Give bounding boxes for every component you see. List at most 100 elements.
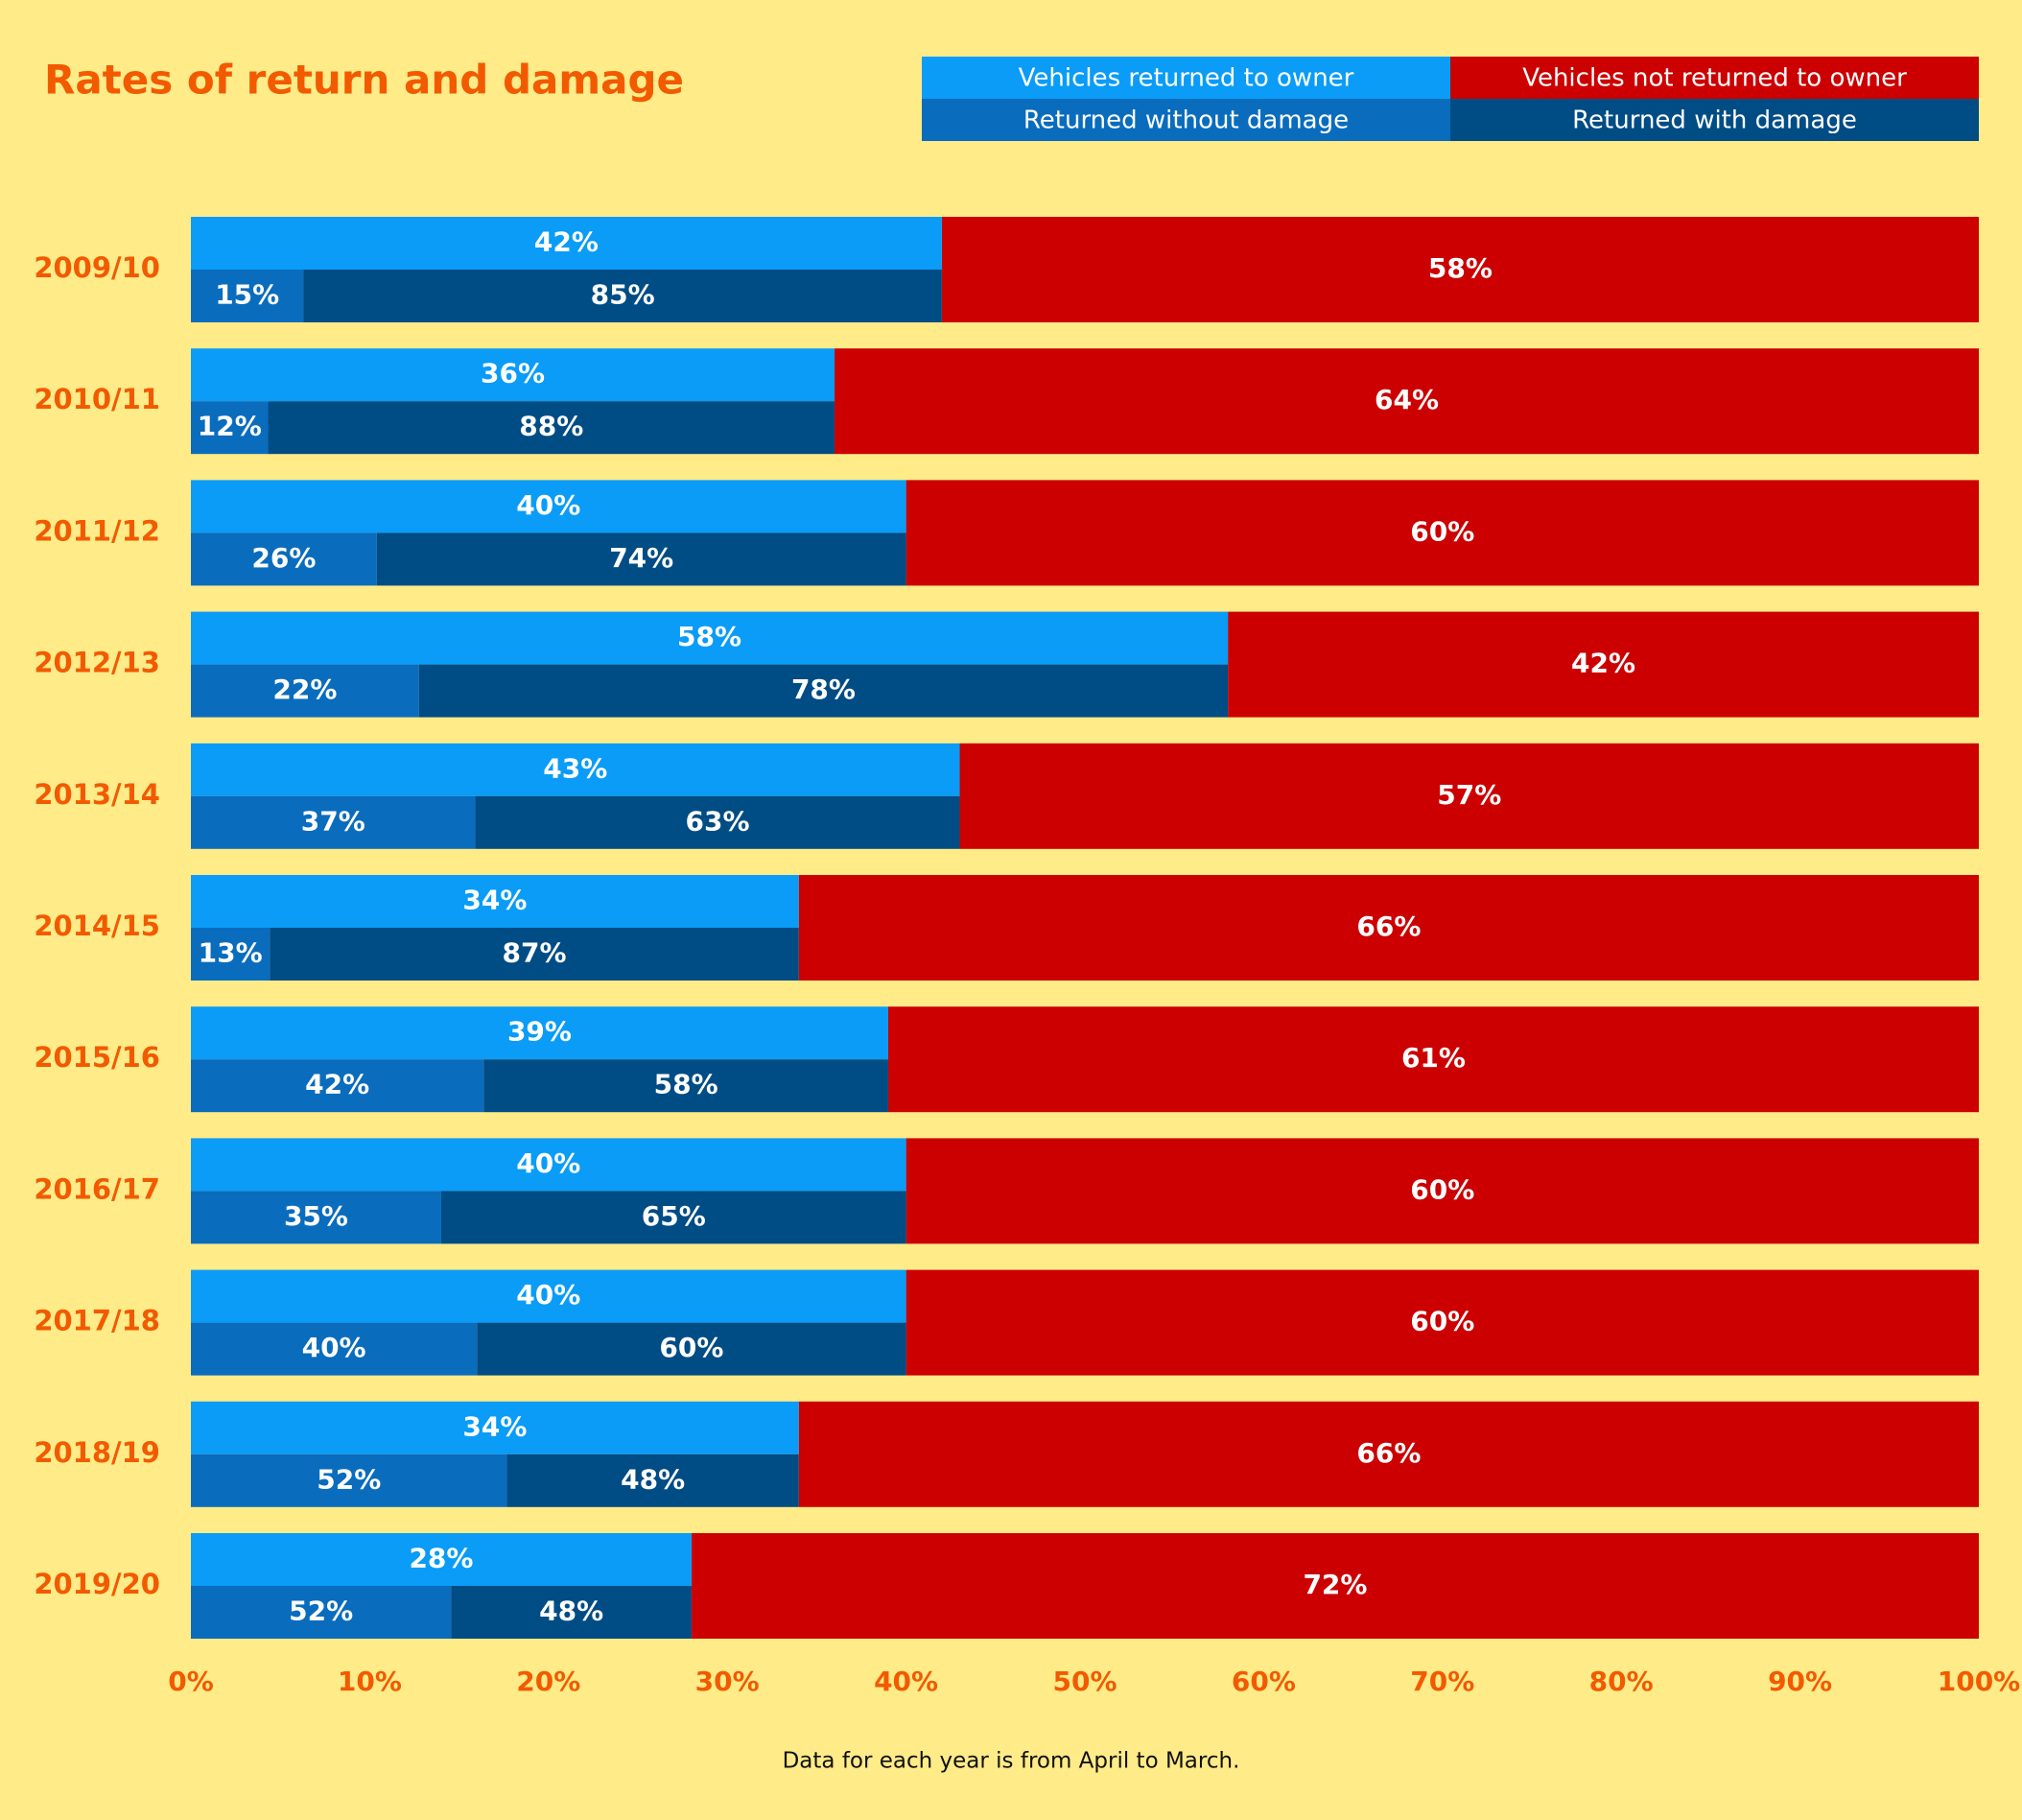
y-tick-label: 2015/16 [34, 1041, 160, 1074]
bar-segment [191, 928, 270, 981]
y-tick-label: 2013/14 [34, 778, 160, 811]
legend-label: Returned without damage [1023, 106, 1349, 135]
bar-segment [798, 875, 1979, 981]
bar-segment [270, 928, 799, 981]
bar-segment [191, 1322, 478, 1376]
bar-segment [835, 348, 1979, 455]
value-label: 40% [516, 1279, 580, 1311]
bar-segment [191, 1454, 507, 1507]
bar-segment [191, 401, 269, 455]
y-tick-label: 2016/17 [34, 1172, 160, 1205]
y-tick-label: 2012/13 [34, 647, 160, 679]
chart-title: Rates of return and damage [44, 57, 684, 104]
x-tick-label: 50% [1052, 1666, 1117, 1697]
value-label: 43% [543, 752, 607, 784]
legend-label: Returned with damage [1572, 106, 1857, 135]
bar-segment [191, 743, 960, 796]
value-label: 78% [791, 674, 856, 705]
y-tick-label: 2014/15 [34, 910, 160, 942]
bar-segment [191, 217, 942, 270]
value-label: 60% [1410, 1306, 1474, 1337]
value-label: 66% [1356, 910, 1421, 942]
y-tick-label: 2018/19 [34, 1436, 160, 1469]
value-label: 88% [519, 411, 583, 442]
bar-segment [477, 1322, 906, 1376]
bar-segment [191, 480, 906, 533]
bar-segment [191, 1586, 452, 1639]
value-label: 58% [677, 621, 741, 652]
value-label: 60% [659, 1332, 723, 1363]
bar-segment [691, 1533, 1980, 1639]
value-label: 74% [609, 542, 673, 574]
value-label: 58% [654, 1069, 718, 1100]
value-label: 58% [1428, 252, 1493, 284]
y-tick-label: 2019/20 [34, 1568, 160, 1600]
value-label: 57% [1437, 779, 1501, 811]
bar-segment [887, 1006, 1980, 1113]
value-label: 48% [621, 1463, 685, 1495]
legend-label: Vehicles not returned to owner [1522, 64, 1907, 93]
legend-swatch [1450, 99, 1979, 141]
value-label: 61% [1401, 1042, 1466, 1074]
x-tick-label: 100% [1938, 1666, 2021, 1697]
bar-segment [191, 611, 1229, 665]
bar-segment [905, 480, 1979, 586]
value-label: 52% [289, 1595, 353, 1627]
x-tick-label: 90% [1768, 1666, 1832, 1697]
value-label: 26% [251, 542, 316, 574]
bar-segment [191, 1006, 888, 1060]
value-label: 60% [1410, 515, 1474, 547]
x-tick-label: 40% [874, 1666, 938, 1697]
bar-segment [483, 1059, 888, 1113]
legend-swatch [922, 57, 1450, 99]
x-tick-label: 30% [695, 1666, 760, 1697]
bar-segment [191, 1138, 906, 1192]
bar-segment [191, 1059, 484, 1113]
bar-segment [941, 217, 1979, 322]
bar-segment [191, 1401, 799, 1454]
value-label: 42% [305, 1069, 369, 1100]
bar-segment [191, 532, 377, 586]
value-label: 22% [272, 674, 337, 705]
bar-segment [959, 743, 1979, 849]
note: Data for each year is from April to Marc… [783, 1749, 1240, 1774]
value-label: 48% [539, 1595, 603, 1627]
x-tick-label: 70% [1410, 1666, 1474, 1697]
value-label: 34% [462, 1410, 527, 1442]
bar-segment [191, 348, 835, 402]
value-label: 12% [198, 411, 262, 442]
bar-segment [191, 1533, 692, 1586]
value-label: 72% [1303, 1569, 1367, 1600]
legend-label: Vehicles returned to owner [1019, 64, 1354, 93]
value-label: 52% [317, 1463, 381, 1495]
bar-segment [798, 1401, 1979, 1507]
y-tick-label: 2009/10 [34, 251, 160, 284]
value-label: 42% [1571, 648, 1635, 679]
value-label: 65% [642, 1200, 706, 1232]
value-label: 13% [199, 937, 263, 969]
x-tick-label: 80% [1589, 1666, 1654, 1697]
value-label: 40% [302, 1332, 366, 1363]
bar-segment [191, 875, 799, 928]
value-label: 37% [301, 805, 365, 837]
bar-segment [191, 1191, 441, 1244]
legend-swatch [922, 99, 1450, 141]
bar-segment [506, 1454, 799, 1507]
value-label: 39% [507, 1016, 572, 1048]
bar-segment [303, 270, 942, 322]
value-label: 63% [686, 805, 750, 837]
value-label: 36% [481, 358, 545, 390]
value-label: 66% [1356, 1437, 1421, 1469]
bar-segment [451, 1586, 692, 1639]
value-label: 35% [284, 1200, 348, 1232]
legend-swatch [1450, 57, 1979, 99]
bar-segment [191, 270, 304, 322]
x-tick-label: 10% [338, 1666, 402, 1697]
x-tick-label: 20% [516, 1666, 580, 1697]
bar-segment [475, 795, 960, 849]
bar-segment [191, 1269, 906, 1323]
value-label: 40% [516, 489, 580, 521]
value-label: 64% [1375, 384, 1439, 415]
value-label: 60% [1410, 1173, 1474, 1205]
x-tick-label: 60% [1232, 1666, 1296, 1697]
